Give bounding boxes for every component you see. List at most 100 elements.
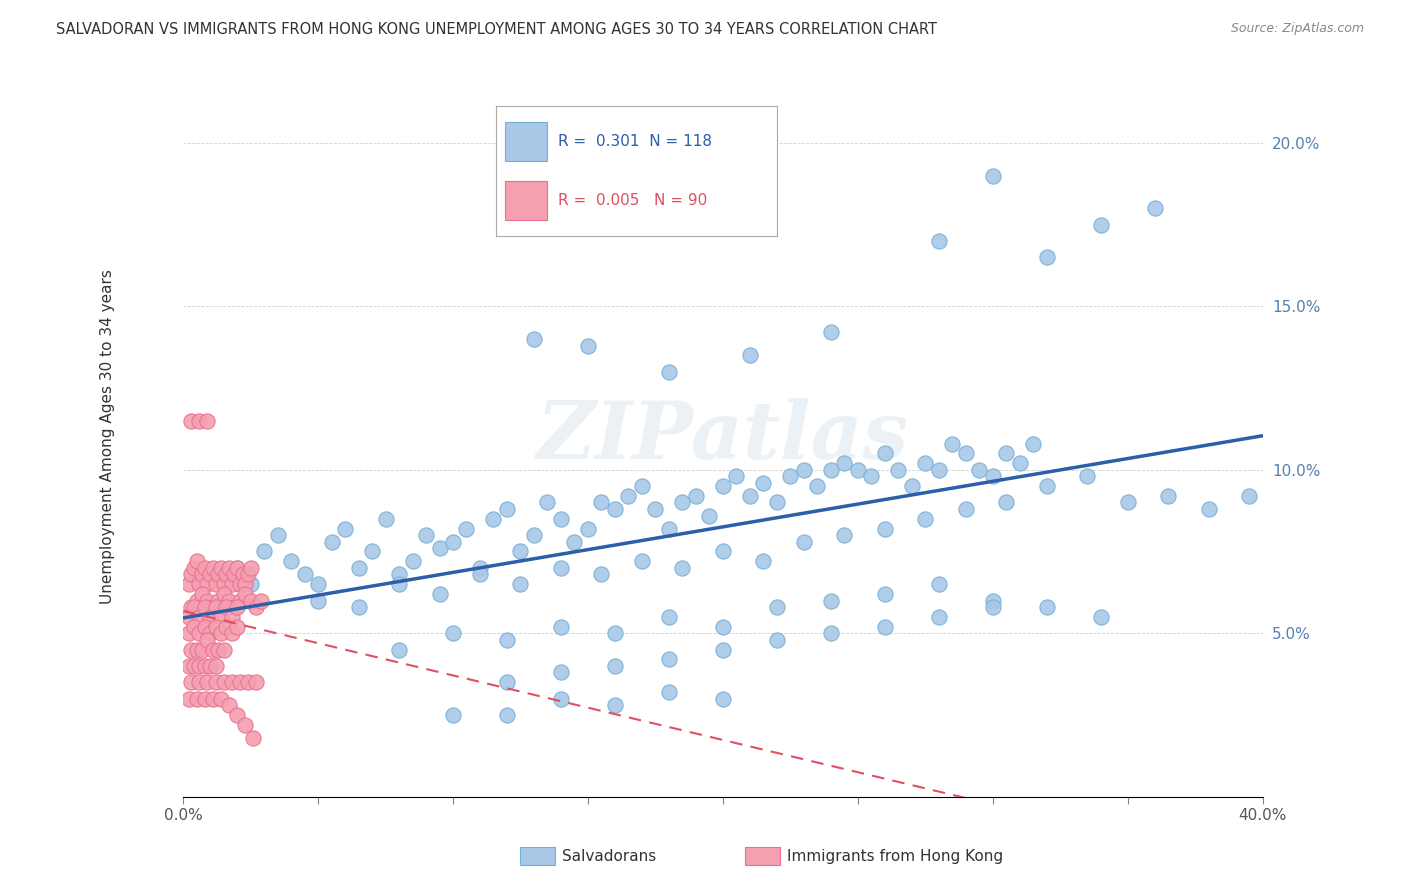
Point [207,567,229,582]
Point [738,489,761,503]
Point [846,463,869,477]
Point [388,642,411,657]
Point [197,577,219,591]
Point [523,332,546,346]
Point [374,512,396,526]
Point [197,632,219,647]
Point [347,561,370,575]
Point [564,534,586,549]
Point [183,600,205,615]
Point [236,675,259,690]
Point [981,593,1004,607]
Point [361,544,384,558]
Point [658,365,681,379]
Text: ZIPatlas: ZIPatlas [537,399,908,475]
Point [198,659,221,673]
Text: Unemployment Among Ages 30 to 34 years: Unemployment Among Ages 30 to 34 years [100,269,115,605]
Point [1143,201,1166,215]
Point [429,587,451,601]
Point [226,600,249,615]
Point [307,577,329,591]
Point [752,475,775,490]
Point [441,708,464,723]
Point [186,642,208,657]
Point [194,691,217,706]
Point [347,600,370,615]
Point [591,495,613,509]
Point [224,600,246,615]
Point [333,522,356,536]
Point [221,675,243,690]
Point [1157,489,1180,503]
Point [752,554,775,568]
Point [194,659,217,673]
Point [231,567,253,582]
Point [180,600,202,615]
Point [468,567,491,582]
Point [1008,456,1031,470]
Point [307,593,329,607]
Point [496,502,519,516]
Point [873,446,896,460]
Point [180,675,202,690]
Point [207,593,229,607]
Point [603,659,626,673]
Point [218,561,240,575]
Point [215,620,238,634]
Point [550,691,572,706]
Point [233,587,256,601]
Point [197,675,219,690]
Point [766,632,789,647]
Point [468,561,491,575]
Point [699,508,721,523]
Point [209,561,232,575]
Point [725,469,748,483]
Point [793,463,815,477]
Point [221,577,243,591]
Point [900,479,922,493]
Point [1035,600,1057,615]
Point [321,534,343,549]
Point [191,567,214,582]
Point [212,642,235,657]
Point [204,675,226,690]
Point [186,593,208,607]
Point [1116,495,1139,509]
Point [766,495,789,509]
Point [209,610,232,624]
Point [226,708,249,723]
Point [194,561,217,575]
Point [245,675,267,690]
Text: Salvadorans: Salvadorans [562,849,657,863]
Point [429,541,451,556]
Point [711,620,734,634]
Point [603,698,626,713]
Point [793,534,815,549]
Point [188,659,211,673]
Point [658,652,681,666]
Point [873,522,896,536]
Point [236,567,259,582]
Point [221,626,243,640]
Point [194,620,217,634]
Point [177,610,200,624]
Point [226,561,249,575]
Point [711,479,734,493]
Point [820,626,842,640]
Point [603,626,626,640]
Point [183,620,205,634]
Point [177,691,200,706]
Point [180,642,202,657]
Point [239,577,262,591]
Point [509,577,531,591]
Point [711,544,734,558]
Point [226,620,249,634]
Point [981,600,1004,615]
Point [914,512,936,526]
Point [209,626,232,640]
Point [415,528,437,542]
Point [834,528,856,542]
Point [981,469,1004,483]
Point [388,567,411,582]
Point [294,567,316,582]
